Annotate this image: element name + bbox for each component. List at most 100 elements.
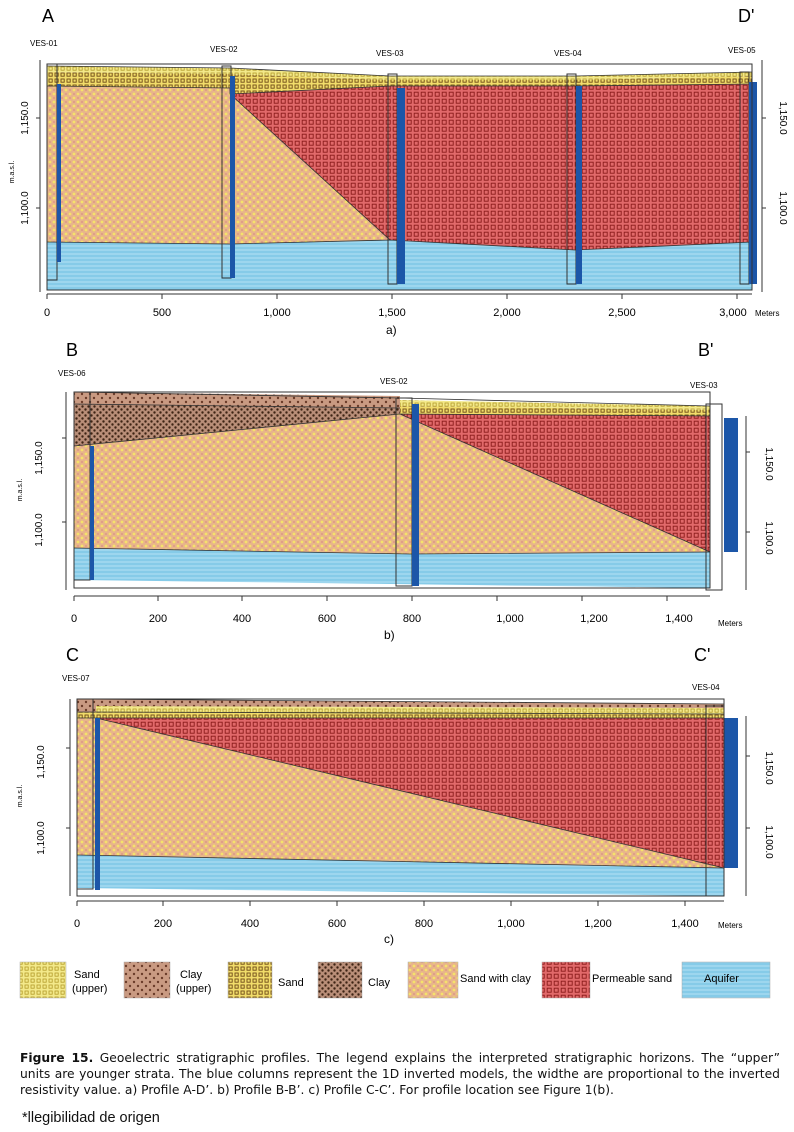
resistivity-column [230,76,235,278]
y-tick-label: 1,150.0 [34,441,45,475]
x-tick-label: 2,500 [608,307,636,319]
profile-b: B B' VES-06 VES-02 VES-03 1,150.0 1,100.… [17,340,774,642]
y-tick-label: 1,150.0 [777,101,788,135]
panel-label: c) [384,932,394,946]
legend-swatch-permeable-sand [541,961,591,999]
clay-upper-layer [74,392,400,408]
ves-label: VES-06 [58,369,86,378]
x-tick-label: 1,000 [497,918,525,930]
y-tick-label: 1,100.0 [20,191,31,225]
ves-label: VES-03 [376,49,404,58]
y-tick-label: 1,150.0 [763,447,774,481]
figure-caption-text: Geoelectric stratigraphic profiles. The … [20,1051,780,1097]
x-tick-label: 0 [74,918,80,930]
profile-b-end-label: B' [698,340,713,360]
x-tick-label: 0 [44,307,50,319]
ves-label: VES-01 [30,39,58,48]
y-tick-label: 1,150.0 [20,101,31,135]
y-axis-label: m.a.s.l. [9,161,16,184]
legend-swatch-clay-upper [123,961,171,999]
profile-b-start-label: B [66,340,78,360]
x-tick-label: 1,200 [584,918,612,930]
profile-b-frame [73,391,711,589]
y-axis-label: m.a.s.l. [17,785,24,808]
sand-with-clay-layer [47,86,390,244]
y-tick-label: 1,100.0 [34,513,45,547]
resistivity-column [749,82,757,284]
legend-label: Clay [180,969,203,981]
profile-a-start-label: A [42,6,54,26]
x-tick-label: 200 [149,613,167,625]
aquifer-layer [74,548,710,588]
profile-a: A D' VES-01 VES-02 VES-03 VES-04 VES-05 [9,6,788,337]
legend-label: Sand with clay [460,973,531,985]
legend-label: Aquifer [704,973,739,985]
ves-box [705,403,723,591]
x-axis-unit: Meters [755,309,779,318]
legend-swatch-sand-with-clay [407,961,459,999]
x-tick-label: 0 [71,613,77,625]
clay-upper-layer [77,699,724,712]
x-tick-label: 400 [241,918,259,930]
x-tick-label: 800 [403,613,421,625]
x-tick-label: 1,200 [580,613,608,625]
x-tick-label: 600 [318,613,336,625]
x-tick-label: 500 [153,307,171,319]
panel-label: a) [386,323,397,337]
clay-layer [74,404,400,446]
resistivity-column [57,84,61,262]
x-tick-label: 400 [233,613,251,625]
x-axis-unit: Meters [718,921,742,930]
profile-a-frame [46,63,753,291]
legend-swatch-sand [227,961,273,999]
sand-layer [47,72,752,94]
profile-a-end-label: D' [738,6,754,26]
x-tick-label: 600 [328,918,346,930]
permeable-sand-layer [230,84,752,250]
y-axis-label: m.a.s.l. [17,479,24,502]
legend-label: Permeable sand [592,973,672,985]
resistivity-column [412,404,419,586]
x-tick-label: 200 [154,918,172,930]
x-tick-label: 1,400 [665,613,693,625]
x-tick-label: 1,400 [671,918,699,930]
y-tick-label: 1,100.0 [763,521,774,555]
sand-layer [400,406,710,416]
x-tick-label: 2,000 [493,307,521,319]
aquifer-layer [77,855,724,896]
y-tick-label: 1,100.0 [777,191,788,225]
legend-swatch-sand-upper [19,961,67,999]
legend-label: Clay [368,977,391,989]
legend: Sand (upper) Clay (upper) Sand Clay Sand… [19,961,771,999]
x-tick-label: 1,000 [496,613,524,625]
panel-label: b) [384,628,395,642]
resistivity-column [95,718,100,890]
profile-c-frame [76,698,725,897]
x-tick-label: 1,500 [378,307,406,319]
legend-swatch-aquifer [681,961,771,999]
sand-with-clay-layer [74,414,710,554]
figure-caption: Figure 15. Geoelectric stratigraphic pro… [20,1050,780,1098]
x-tick-label: 1,000 [263,307,291,319]
profile-c-end-label: C' [694,645,710,665]
ves-label: VES-07 [62,674,90,683]
ves-label: VES-02 [380,377,408,386]
sand-upper-layer [400,400,710,410]
resistivity-column [724,418,738,552]
sand-upper-layer [96,706,724,714]
legend-swatch-clay [317,961,363,999]
y-tick-label: 1,100.0 [36,821,47,855]
x-tick-label: 3,000 [719,307,747,319]
figure-caption-label: Figure 15. [20,1051,94,1065]
source-note: *llegibilidad de origen [22,1110,160,1126]
ves-label: VES-04 [554,49,582,58]
x-axis-unit: Meters [718,619,742,628]
profile-c-start-label: C [66,645,79,665]
x-tick-label: 800 [415,918,433,930]
y-tick-label: 1,150.0 [36,745,47,779]
resistivity-column [90,446,94,580]
ves-label: VES-04 [692,683,720,692]
legend-label: Sand [278,977,304,989]
ves-label: VES-03 [690,381,718,390]
